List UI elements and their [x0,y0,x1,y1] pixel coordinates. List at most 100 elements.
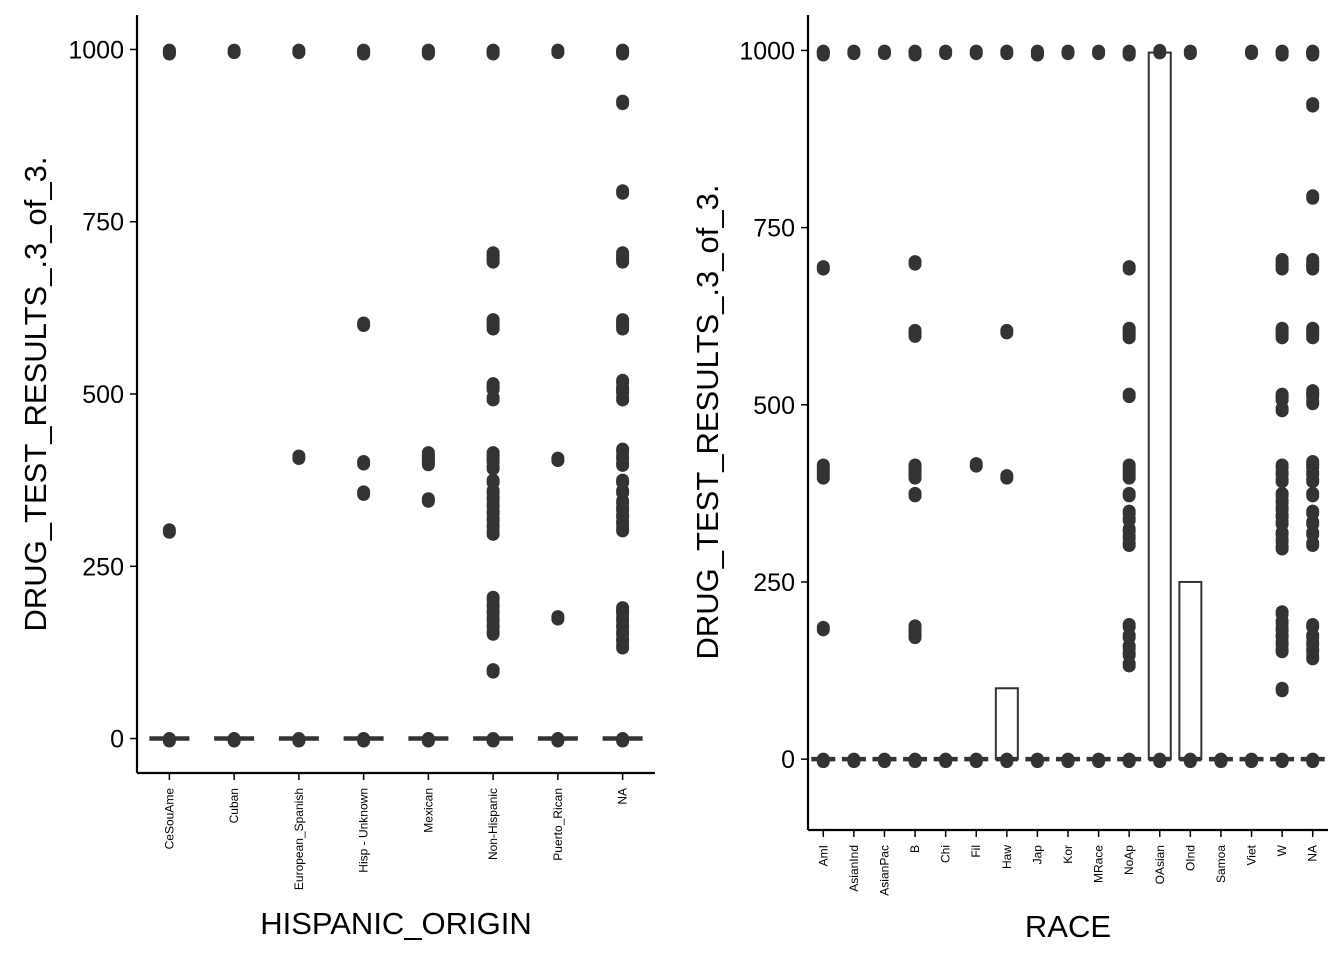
outlier-point-noap [1122,641,1136,655]
x-tick-label-w: W [1275,844,1289,856]
outlier-point-jap [1030,47,1044,61]
outlier-point-noap [1122,631,1136,645]
x-tick-label-samoa: Samoa [1214,845,1228,883]
outlier-point-non-hispanic [486,476,500,490]
y-tick-label: 0 [781,746,795,774]
outlier-point-w [1275,528,1289,542]
outlier-point-viet [1245,47,1259,61]
x-tick-label-asianind: AsianInd [847,845,861,892]
outlier-point-non-hispanic [486,379,500,393]
outlier-point-w [1275,404,1289,418]
outlier-point-non-hispanic [486,593,500,607]
outlier-point-na [1306,620,1320,634]
outlier-point-puerto-rican [551,454,565,468]
y-tick-label: 500 [82,381,124,409]
x-tick-label-kor: Kor [1061,845,1075,864]
x-tick-label-european-spanish: European_Spanish [292,788,306,890]
x-tick-label-oind: OInd [1183,845,1197,871]
box-haw [994,687,1019,761]
outlier-point-na [1306,324,1320,338]
outlier-point-b [908,47,922,61]
outlier-point-european-spanish [292,46,306,60]
outlier-point-cesouame [162,525,176,539]
outlier-point-na [1306,457,1320,471]
y-tick-label: 750 [753,215,795,243]
chart-panel-hispanic-origin: 0 250 500 750 1000 CeSouAme Cuban European_Span… [18,15,655,941]
outlier-point-haw [1000,326,1014,340]
x-tick-label-noap: NoAp [1122,845,1136,875]
outlier-point-w [1275,461,1289,475]
outlier-point-non-hispanic [486,46,500,60]
outlier-point-na [1306,517,1320,531]
outlier-point-haw [1000,471,1014,485]
outlier-point-oind [1183,47,1197,61]
outlier-point-noap [1122,461,1136,475]
outlier-point-na [1306,386,1320,400]
x-tick-label-non-hispanic: Non-Hispanic [486,788,500,860]
outlier-point-european-spanish [292,452,306,466]
outlier-point-na [616,445,630,459]
x-axis-title: RACE [1025,909,1111,944]
outlier-point-mrace [1092,47,1106,61]
outlier-point-na [616,376,630,390]
x-tick-label-mexican: Mexican [421,788,435,833]
x-tick-label-mrace: MRace [1092,845,1106,883]
outlier-point-noap [1122,262,1136,276]
outlier-point-asianpac [877,47,891,61]
x-axis-title: HISPANIC_ORIGIN [260,906,532,941]
outlier-point-non-hispanic [486,393,500,407]
outlier-point-kor [1061,47,1075,61]
y-tick-label: 1000 [739,37,795,65]
box-oind [1178,580,1203,761]
outlier-point-w [1275,390,1289,404]
outlier-point-mexican [421,494,435,508]
outlier-point-mexican [421,448,435,462]
outlier-point-noap [1122,489,1136,503]
x-tick-label-puerto-rican: Puerto_Rican [551,788,565,861]
x-tick-label-ami: AmI [816,845,830,866]
y-tick-label: 0 [110,726,124,754]
x-tick-label-asianpac: AsianPac [877,845,891,896]
x-tick-label-oasian: OAsian [1153,845,1167,884]
outlier-point-na [1306,538,1320,552]
outlier-point-na [616,486,630,500]
x-tick-label-na: NA [1306,845,1320,862]
x-tick-label-fil: Fil [969,845,983,858]
outlier-point-na [1306,528,1320,542]
outlier-point-ami [816,623,830,637]
x-tick-label-viet: Viet [1245,844,1259,865]
x-tick-label-jap: Jap [1030,845,1044,865]
outlier-point-w [1275,607,1289,621]
x-tick-label-cesouame: CeSouAme [162,788,176,850]
outlier-point-w [1275,616,1289,630]
outlier-point-na [1306,99,1320,113]
outlier-point-noap [1122,659,1136,673]
chart-panel-race: 0 250 500 750 1000 AmI AsianInd AsianPac B Chi Fil… [690,15,1328,944]
y-axis-title: DRUG_TEST_RESULTS_.3_of_3. [18,157,53,632]
outlier-point-ami [816,47,830,61]
y-tick-label: 1000 [68,36,124,64]
outlier-point-non-hispanic [486,248,500,262]
outlier-point-na [616,248,630,262]
outlier-point-noap [1122,620,1136,634]
outlier-point-haw [1000,47,1014,61]
outlier-point-cuban [227,46,241,60]
outlier-point-na [1306,631,1320,645]
outlier-point-chi [939,47,953,61]
outlier-point-na [616,46,630,60]
outlier-point-na [1306,255,1320,269]
outlier-point-noap [1122,524,1136,538]
outlier-point-fil [969,459,983,473]
box-oasian [1147,51,1172,761]
outlier-point-ami [816,262,830,276]
outlier-point-na [1306,507,1320,521]
outlier-point-b [908,461,922,475]
outlier-point-na [1306,47,1320,61]
outlier-point-fil [969,47,983,61]
outlier-point-na [616,476,630,490]
outlier-point-w [1275,324,1289,338]
outlier-point-noap [1122,390,1136,404]
outlier-point-oasian [1153,46,1167,60]
outlier-point-na [616,496,630,510]
outlier-point-b [908,257,922,271]
